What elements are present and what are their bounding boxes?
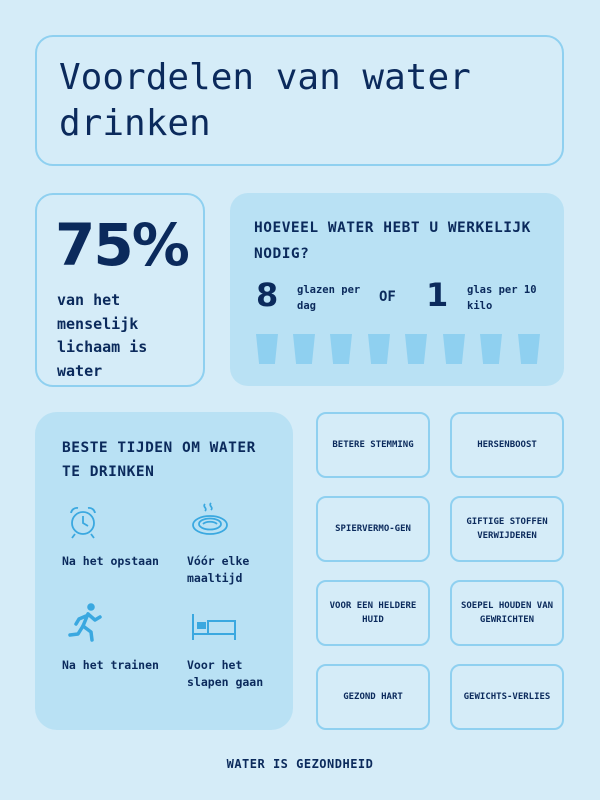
benefit-card: SPIERVERMO-GEN bbox=[316, 496, 430, 562]
title-card: Voordelen van water drinken bbox=[35, 35, 564, 166]
time-label: Vóór elke maaltijd bbox=[187, 554, 250, 585]
stat-text: van het menselijk lichaam is water bbox=[57, 291, 148, 380]
glass-icon bbox=[330, 334, 352, 364]
footer-text: WATER IS GEZONDHEID bbox=[226, 757, 374, 771]
glass-icon bbox=[368, 334, 390, 364]
stat-value: 75% bbox=[55, 211, 190, 279]
time-label: Na het opstaan bbox=[62, 554, 159, 568]
glass-per-kilo-number: 1 bbox=[426, 276, 449, 314]
glass-icon bbox=[518, 334, 540, 364]
benefit-card: GEZOND HART bbox=[316, 664, 430, 730]
water-need-card: HOEVEEL WATER HEBT U WERKELIJK NODIG? 8 … bbox=[230, 193, 564, 386]
bed-icon bbox=[192, 614, 236, 640]
page-title: Voordelen van water drinken bbox=[59, 57, 471, 144]
time-label: Voor het slapen gaan bbox=[187, 658, 264, 689]
benefit-card: SOEPEL HOUDEN VAN GEWRICHTEN bbox=[450, 580, 564, 646]
glass-icon bbox=[443, 334, 465, 364]
benefit-card: VOOR EEN HELDERE HUID bbox=[316, 580, 430, 646]
time-label: Na het trainen bbox=[62, 658, 159, 672]
best-times-title: BESTE TIJDEN OM WATER TE DRINKEN bbox=[62, 440, 256, 480]
glass-icon bbox=[293, 334, 315, 364]
glass-icon bbox=[405, 334, 427, 364]
glass-icon bbox=[480, 334, 502, 364]
glass-per-kilo-text: glas per 10 kilo bbox=[467, 284, 537, 312]
runner-icon bbox=[68, 603, 102, 642]
glasses-per-day-text: glazen per dag bbox=[297, 284, 361, 312]
benefit-card: GIFTIGE STOFFEN VERWIJDEREN bbox=[450, 496, 564, 562]
meal-plate-icon bbox=[192, 502, 228, 535]
water-need-title: HOEVEEL WATER HEBT U WERKELIJK NODIG? bbox=[254, 220, 531, 262]
benefit-card: BETERE STEMMING bbox=[316, 412, 430, 478]
or-label: OF bbox=[379, 289, 396, 305]
alarm-clock-icon bbox=[70, 507, 96, 539]
benefit-card: HERSENBOOST bbox=[450, 412, 564, 478]
glasses-per-day-number: 8 bbox=[256, 276, 279, 314]
benefit-card: GEWICHTS-VERLIES bbox=[450, 664, 564, 730]
glass-icon bbox=[256, 334, 278, 364]
best-times-card: BESTE TIJDEN OM WATER TE DRINKEN Na het … bbox=[35, 412, 293, 730]
stat-card: 75% van het menselijk lichaam is water bbox=[35, 193, 205, 387]
